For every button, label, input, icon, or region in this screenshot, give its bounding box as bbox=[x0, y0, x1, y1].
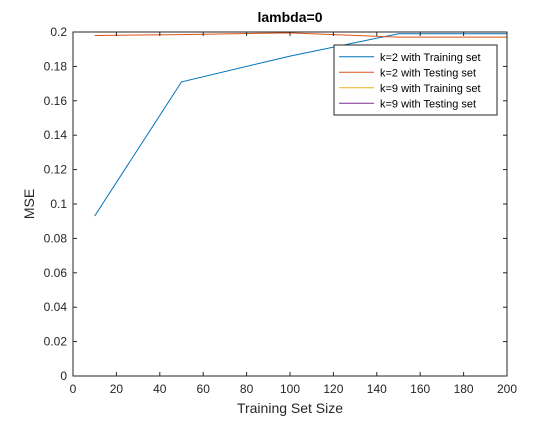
x-tick-label: 20 bbox=[110, 382, 124, 396]
x-axis-label: Training Set Size bbox=[237, 400, 343, 416]
y-tick-label: 0.18 bbox=[44, 59, 68, 73]
series-line-1 bbox=[94, 33, 507, 217]
x-tick-label: 120 bbox=[323, 382, 343, 396]
y-tick-label: 0.2 bbox=[50, 25, 67, 39]
x-tick-label: 160 bbox=[410, 382, 430, 396]
x-tick-label: 100 bbox=[280, 382, 300, 396]
y-tick-label: 0.1 bbox=[50, 197, 67, 211]
y-tick-label: 0.04 bbox=[44, 300, 68, 314]
x-tick-label: 140 bbox=[367, 382, 387, 396]
axes-layer: 0 20 40 60 80 100 120 140 160 180 200 0 0.02 0.04 0.06… bbox=[44, 25, 518, 396]
y-tick-label: 0.12 bbox=[44, 163, 68, 177]
y-tick-label: 0.08 bbox=[44, 231, 68, 245]
x-tick-label: 40 bbox=[153, 382, 167, 396]
y-tick-label: 0.06 bbox=[44, 266, 68, 280]
x-tick-label: 0 bbox=[70, 382, 77, 396]
x-tick-label: 180 bbox=[454, 382, 474, 396]
x-tick-label: 200 bbox=[497, 382, 517, 396]
x-tick-label: 60 bbox=[197, 382, 211, 396]
y-axis-label: MSE bbox=[21, 189, 37, 219]
legend-label-3: k=9 with Training set bbox=[380, 83, 481, 95]
legend: k=2 with Training set k=2 with Testing se… bbox=[333, 44, 498, 116]
y-tick-label: 0 bbox=[60, 369, 67, 383]
y-tick-label: 0.16 bbox=[44, 94, 68, 108]
legend-label-2: k=2 with Testing set bbox=[380, 67, 476, 79]
y-tick-label: 0.14 bbox=[44, 128, 68, 142]
legend-label-4: k=9 with Testing set bbox=[380, 98, 476, 110]
chart-title: lambda=0 bbox=[258, 9, 323, 25]
legend-label-1: k=2 with Training set bbox=[380, 52, 481, 64]
y-tick-label: 0.02 bbox=[44, 335, 68, 349]
x-tick-label: 80 bbox=[240, 382, 254, 396]
